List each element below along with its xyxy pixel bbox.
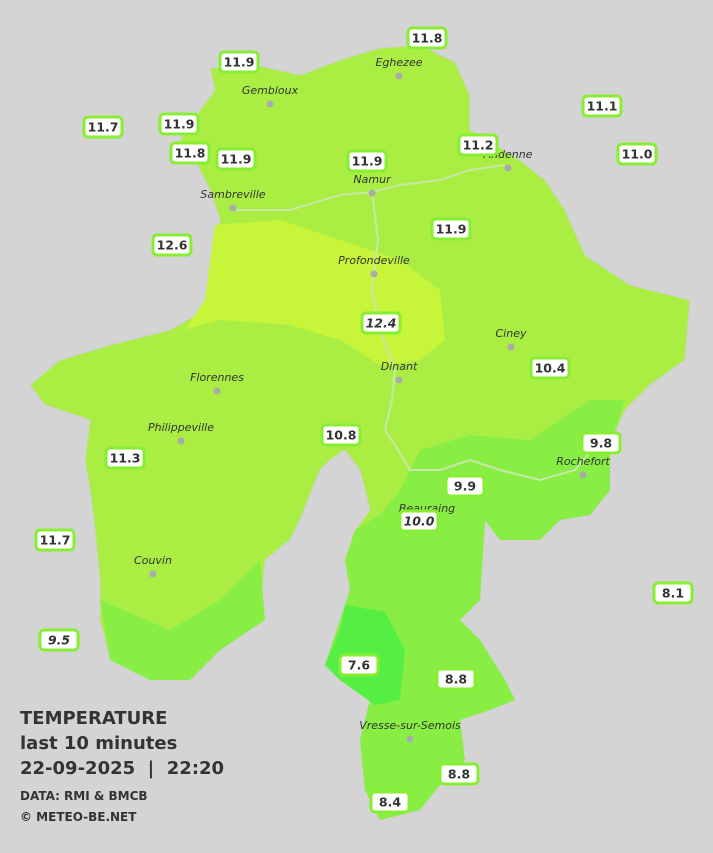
station-reading: 11.9 <box>224 55 255 70</box>
city-label: Rochefort <box>556 455 610 468</box>
station-reading: 11.1 <box>587 99 618 114</box>
city-label: Couvin <box>134 554 172 567</box>
station-reading: 11.0 <box>622 147 653 162</box>
city-dot <box>406 735 414 743</box>
station-reading: 10.4 <box>535 361 566 376</box>
city-label: Philippeville <box>148 421 214 434</box>
legend-datetime: 22-09-2025 | 22:20 <box>20 758 224 779</box>
city-dot <box>395 72 403 80</box>
station-box <box>338 653 380 677</box>
city-dot <box>579 471 587 479</box>
city-dot <box>229 204 237 212</box>
station-box <box>444 474 486 498</box>
legend-copyright: © METEO-BE.NET <box>20 810 137 824</box>
station-reading: 11.9 <box>221 152 252 167</box>
city-label: Ciney <box>496 327 527 340</box>
station-box <box>457 133 499 157</box>
station-reading: 11.7 <box>88 120 119 135</box>
legend-title: TEMPERATURE <box>20 708 167 729</box>
station-reading: 12.4 <box>366 316 397 331</box>
station-reading: 11.8 <box>412 31 443 46</box>
city-dot <box>507 343 515 351</box>
city-label: Gembloux <box>242 84 299 97</box>
station-box <box>158 112 200 136</box>
legend-subtitle: last 10 minutes <box>20 733 177 754</box>
station-reading: 8.8 <box>445 672 467 687</box>
station-reading: 11.2 <box>463 138 494 153</box>
station-box <box>430 217 472 241</box>
station-reading: 11.8 <box>175 146 206 161</box>
station-reading: 8.1 <box>662 586 684 601</box>
station-box <box>34 528 76 552</box>
station-reading: 10.0 <box>404 514 435 529</box>
station-reading: 12.6 <box>157 238 188 253</box>
station-reading: 9.9 <box>454 479 476 494</box>
city-label: Eghezee <box>376 56 423 69</box>
station-box <box>652 581 694 605</box>
station-reading: 11.9 <box>352 154 383 169</box>
station-box <box>169 141 211 165</box>
city-dot <box>266 100 274 108</box>
station-box <box>215 147 257 171</box>
city-label: Profondeville <box>338 254 410 267</box>
station-box <box>529 356 571 380</box>
city-dot <box>149 570 157 578</box>
station-reading: 11.3 <box>110 451 141 466</box>
city-dot <box>504 164 512 172</box>
station-reading: 8.4 <box>379 795 401 810</box>
station-box <box>398 509 440 533</box>
station-box <box>581 94 623 118</box>
city-label: Dinant <box>381 360 418 373</box>
city-dot <box>177 437 185 445</box>
station-reading: 10.8 <box>326 428 357 443</box>
station-box <box>438 762 480 786</box>
station-reading: 11.7 <box>40 533 71 548</box>
station-box <box>369 790 411 814</box>
river <box>230 164 601 482</box>
city-dot <box>368 189 376 197</box>
station-reading: 11.9 <box>436 222 467 237</box>
cool-zone <box>325 400 625 820</box>
station-box <box>360 311 402 335</box>
station-box <box>346 149 388 173</box>
city-label: Namur <box>353 173 392 186</box>
station-box <box>580 431 622 455</box>
station-box <box>218 50 260 74</box>
station-reading: 8.8 <box>448 767 470 782</box>
station-box <box>82 115 124 139</box>
station-reading: 7.6 <box>348 658 370 673</box>
station-reading: 9.8 <box>590 436 612 451</box>
legend-source: DATA: RMI & BMCB <box>20 789 148 803</box>
station-box <box>320 423 362 447</box>
station-box <box>38 628 80 652</box>
city-label: Sambreville <box>200 188 265 201</box>
station-box <box>435 667 477 691</box>
station-box <box>151 233 193 257</box>
city-dot <box>395 376 403 384</box>
station-reading: 11.9 <box>164 117 195 132</box>
station-reading: 9.5 <box>48 633 70 648</box>
city-label: Florennes <box>190 371 244 384</box>
city-dot <box>213 387 221 395</box>
city-dot <box>370 270 378 278</box>
cool-zone-west <box>100 560 265 680</box>
station-box <box>104 446 146 470</box>
station-box <box>406 26 448 50</box>
station-box <box>616 142 658 166</box>
city-label: Vresse-sur-Semois <box>359 719 461 732</box>
